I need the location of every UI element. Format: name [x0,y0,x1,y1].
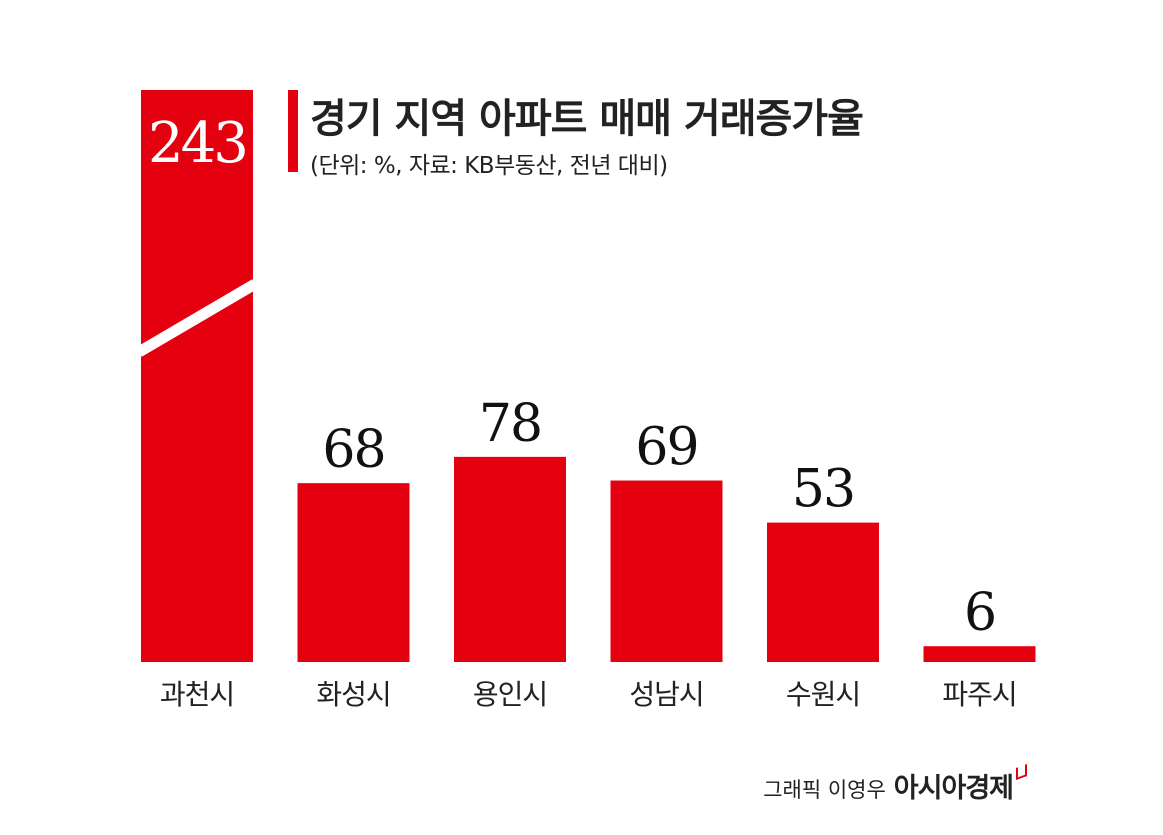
data-label: 69 [635,418,697,478]
chart-subtitle: (단위: %, 자료: KB부동산, 전년 대비) [310,153,668,179]
category-label: 용인시 [473,678,547,711]
data-label: 78 [479,394,541,454]
data-label: 53 [792,460,854,520]
category-label: 과천시 [160,678,234,711]
chart-title: 경기 지역 아파트 매매 거래증가율 [310,96,864,142]
graphic-author: 그래픽 이영우 [763,778,886,802]
axis-break-mark [136,279,258,357]
title-accent-bar [288,90,298,172]
brand-logo: 아시아경제 [893,773,1014,804]
brand-mark-icon [1016,763,1027,781]
data-label: 6 [964,583,995,643]
bar [297,483,410,662]
bar [767,522,879,662]
data-label: 243 [148,111,246,176]
category-label: 파주시 [942,678,1016,711]
bar [141,90,253,662]
category-label: 화성시 [316,678,390,711]
credit: 그래픽 이영우 아시아경제 [763,763,1027,805]
category-label: 성남시 [629,678,703,711]
data-label: 68 [322,420,384,480]
bar [454,456,566,662]
bar [610,480,723,662]
category-label: 수원시 [786,678,860,711]
bar [923,646,1036,662]
